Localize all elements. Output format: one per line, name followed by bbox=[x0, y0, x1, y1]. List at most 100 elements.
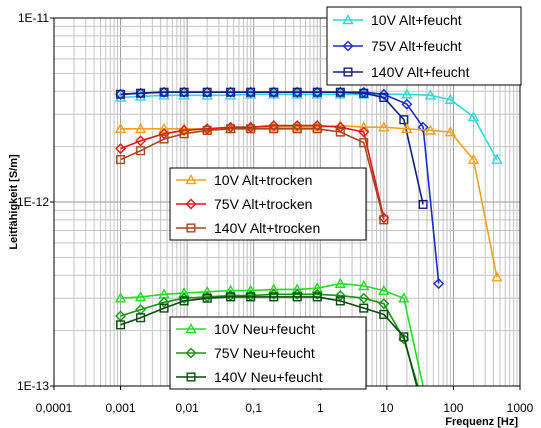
legend-label: 75V Alt+trocken bbox=[214, 196, 312, 212]
legend-entry: 75V Alt+trocken bbox=[176, 196, 312, 212]
legend-entry: 75V Neu+feucht bbox=[176, 345, 315, 361]
data-point bbox=[491, 271, 503, 282]
data-point bbox=[186, 223, 196, 233]
data-point bbox=[378, 284, 390, 295]
y-tick-label: 1E-11 bbox=[18, 11, 49, 25]
data-point bbox=[224, 284, 237, 295]
data-point bbox=[225, 121, 237, 133]
legend-label: 10V Alt+feucht bbox=[371, 12, 462, 28]
data-point bbox=[186, 372, 196, 382]
data-point bbox=[342, 40, 354, 52]
legend-entry: 75V Alt+feucht bbox=[333, 38, 462, 54]
data-point bbox=[312, 292, 322, 302]
data-point bbox=[226, 124, 236, 134]
data-point bbox=[311, 282, 323, 293]
data-point bbox=[136, 88, 146, 98]
data-point bbox=[292, 124, 302, 134]
legend-label: 75V Neu+feucht bbox=[214, 345, 315, 361]
x-tick-label: 0,01 bbox=[175, 401, 199, 415]
data-point bbox=[246, 87, 256, 97]
legend-entry: 140V Alt+feucht bbox=[333, 64, 470, 80]
x-tick-label: 0,1 bbox=[245, 401, 262, 415]
series-group bbox=[116, 292, 418, 386]
x-tick-label: 1000 bbox=[507, 401, 534, 415]
data-point bbox=[359, 88, 369, 98]
data-point bbox=[379, 215, 389, 225]
data-point bbox=[202, 125, 212, 135]
data-point bbox=[136, 146, 146, 156]
data-point bbox=[116, 89, 126, 99]
data-point bbox=[158, 296, 170, 308]
data-point bbox=[401, 88, 413, 99]
y-axis-title: Leitfähigkeit [S/m] bbox=[8, 154, 20, 250]
data-point bbox=[201, 285, 213, 297]
data-point bbox=[269, 292, 279, 302]
data-point bbox=[114, 122, 127, 134]
data-point bbox=[245, 121, 257, 133]
data-point bbox=[378, 298, 390, 310]
data-point bbox=[185, 323, 197, 334]
data-point bbox=[378, 121, 390, 132]
data-point bbox=[179, 129, 189, 139]
data-point bbox=[342, 14, 354, 25]
data-point bbox=[185, 347, 197, 359]
data-point bbox=[292, 292, 302, 302]
legend-entry: 10V Neu+feucht bbox=[176, 321, 315, 337]
data-point bbox=[159, 134, 169, 144]
data-point bbox=[244, 284, 257, 295]
data-point bbox=[334, 277, 347, 288]
data-point bbox=[179, 296, 189, 306]
data-point bbox=[226, 292, 236, 302]
legend-entry: 10V Alt+feucht bbox=[333, 12, 462, 28]
data-point bbox=[399, 332, 409, 342]
legend-label: 10V Alt+trocken bbox=[214, 172, 312, 188]
legend-entry: 140V Neu+feucht bbox=[176, 369, 323, 385]
data-point bbox=[359, 303, 369, 313]
legend-entry: 140V Alt+trocken bbox=[176, 220, 320, 236]
y-tick-label: 1E-12 bbox=[17, 195, 49, 209]
legends: 10V Alt+feucht 75V Alt+feucht 140V Alt+feu… bbox=[169, 6, 522, 390]
data-point bbox=[312, 124, 322, 134]
data-point bbox=[491, 153, 503, 164]
legend-box: 10V Alt+trocken 75V Alt+trocken 140V Alt+t… bbox=[169, 167, 367, 241]
series-line bbox=[120, 124, 385, 219]
legend-label: 140V Alt+feucht bbox=[371, 64, 470, 80]
data-point bbox=[134, 290, 147, 302]
series-layer bbox=[114, 86, 503, 386]
data-point bbox=[159, 87, 169, 97]
x-tick-label: 0,001 bbox=[106, 401, 136, 415]
data-point bbox=[115, 143, 127, 155]
series-line bbox=[120, 91, 424, 205]
data-point bbox=[136, 313, 146, 323]
data-point bbox=[114, 292, 127, 303]
series-group bbox=[116, 124, 389, 225]
data-point bbox=[269, 124, 279, 134]
x-tick-label: 1 bbox=[317, 401, 324, 415]
data-point bbox=[202, 87, 212, 97]
data-point bbox=[444, 126, 457, 137]
data-point bbox=[312, 87, 322, 97]
data-point bbox=[201, 123, 213, 135]
legend-label: 140V Neu+feucht bbox=[214, 369, 323, 385]
data-point bbox=[358, 292, 370, 304]
data-point bbox=[135, 135, 147, 147]
data-point bbox=[185, 174, 197, 185]
data-point bbox=[246, 124, 256, 134]
data-point bbox=[116, 155, 126, 165]
data-point bbox=[379, 92, 389, 102]
data-point bbox=[158, 122, 170, 134]
data-point bbox=[202, 293, 212, 303]
data-point bbox=[424, 124, 437, 135]
data-point bbox=[378, 88, 390, 100]
data-point bbox=[246, 292, 256, 302]
data-point bbox=[418, 199, 428, 209]
data-point bbox=[399, 115, 409, 125]
series-line bbox=[120, 293, 419, 386]
data-point bbox=[334, 290, 346, 302]
data-point bbox=[116, 320, 126, 330]
legend-box: 10V Neu+feucht 75V Neu+feucht 140V Neu+feu… bbox=[169, 316, 367, 390]
data-point bbox=[444, 93, 457, 104]
x-tick-label: 0,0001 bbox=[36, 401, 73, 415]
data-point bbox=[433, 278, 445, 290]
